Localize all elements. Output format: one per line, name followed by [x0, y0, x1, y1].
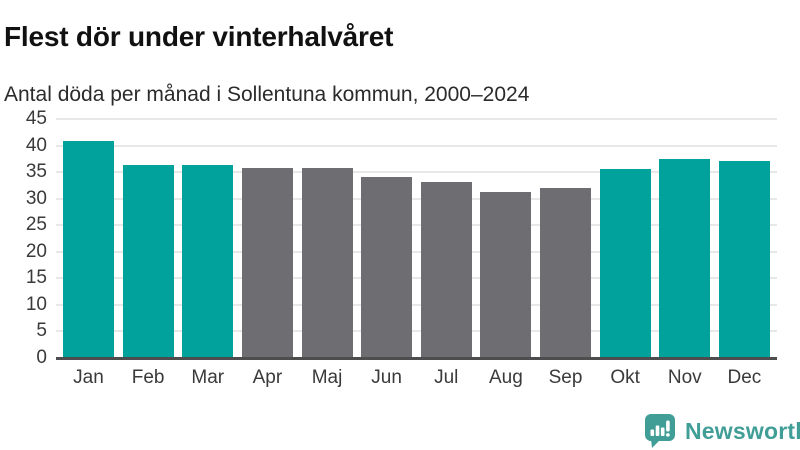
y-tick-label: 25 [25, 214, 47, 236]
gridline [56, 330, 777, 333]
bar-okt [599, 169, 651, 358]
y-tick-label: 5 [36, 320, 47, 342]
gridline [56, 197, 777, 200]
gridline [56, 224, 777, 227]
x-tick-label: Maj [311, 367, 343, 388]
chart-subtitle: Antal döda per månad i Sollentuna kommun… [4, 83, 530, 106]
newsworthy-logo-icon [644, 413, 677, 449]
y-tick-label: 45 [25, 108, 47, 129]
gridline [56, 277, 777, 280]
x-tick-label: Jun [371, 367, 402, 388]
x-tick-label: Jul [434, 367, 459, 388]
x-axis-line [56, 357, 777, 360]
gridline [56, 171, 777, 174]
y-tick-label: 40 [25, 134, 47, 156]
y-tick-label: 30 [25, 187, 47, 209]
y-tick-label: 15 [25, 267, 47, 289]
x-tick-label: Okt [610, 367, 640, 388]
bar-feb [122, 165, 174, 358]
x-tick-label: Apr [252, 367, 283, 388]
bar-jun [361, 177, 413, 358]
newsworthy-logo-text: Newsworthy [685, 417, 800, 444]
gridline [56, 250, 777, 253]
bar-jan [63, 141, 114, 358]
x-tick-label: Nov [667, 367, 702, 388]
bar-nov [659, 159, 711, 358]
x-tick-label: Aug [488, 367, 523, 388]
bar-maj [301, 167, 353, 358]
y-tick-label: 20 [25, 240, 47, 262]
x-tick-label: Mar [191, 367, 225, 388]
x-axis: Jan Feb Mar Apr Maj Jun Jul Aug Sep Okt Nov Dec [63, 367, 770, 389]
bar-mar [182, 165, 234, 358]
bar-sep [540, 188, 591, 358]
chart-title: Flest dör under vinterhalvåret [4, 20, 394, 52]
y-tick-label: 10 [25, 293, 47, 315]
x-tick-label: Dec [727, 367, 762, 388]
gridline [56, 144, 777, 147]
gridline [56, 303, 777, 306]
newsworthy-logo: Newsworthy [644, 413, 800, 449]
x-tick-label: Jan [73, 367, 104, 388]
y-tick-label: 0 [36, 347, 47, 368]
gridline [56, 118, 777, 120]
bar-apr [241, 167, 293, 358]
x-tick-label: Feb [131, 367, 165, 388]
y-tick-label: 35 [25, 161, 47, 183]
x-tick-label: Sep [548, 367, 583, 388]
bar-series [63, 119, 770, 358]
bar-aug [480, 192, 532, 358]
bar-jul [420, 182, 472, 358]
bar-dec [718, 160, 770, 358]
